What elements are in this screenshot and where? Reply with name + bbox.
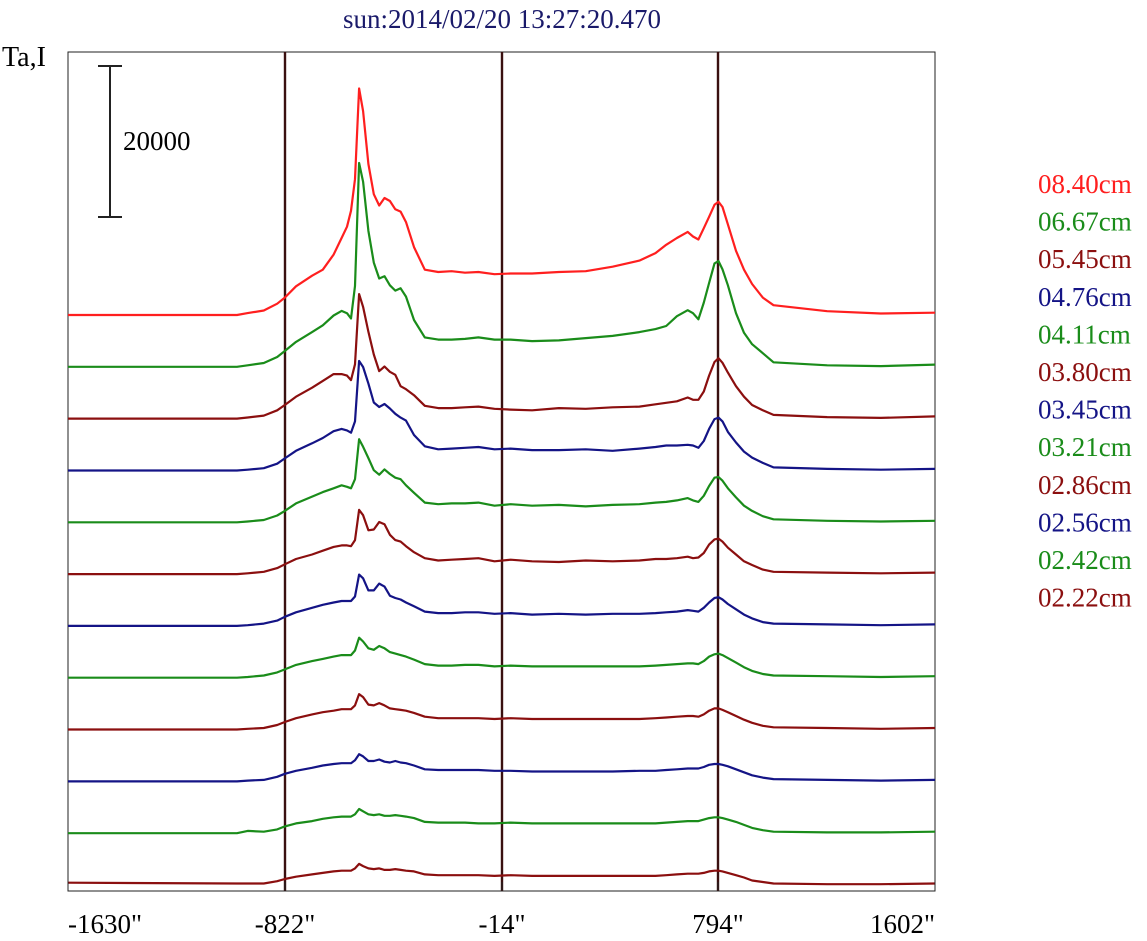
legend-entry: 04.76cm bbox=[1038, 282, 1132, 312]
series-line-08-40cm bbox=[68, 87, 936, 317]
scale-bar-label: 20000 bbox=[123, 126, 191, 156]
scale-bar: 20000 bbox=[98, 65, 191, 218]
series-line-02-22cm bbox=[67, 862, 936, 886]
series-line-06-67cm bbox=[68, 161, 936, 368]
x-tick-label: 794" bbox=[692, 909, 744, 939]
x-ticks: -1630" -822" -14" 794" 1602" bbox=[67, 882, 936, 939]
series-group bbox=[67, 87, 936, 886]
x-tick-label: -822" bbox=[255, 909, 316, 939]
series-line-02-56cm bbox=[68, 753, 936, 783]
series-line-02-42cm bbox=[68, 807, 936, 835]
legend-entry: 08.40cm bbox=[1038, 169, 1132, 199]
legend: 08.40cm 06.67cm 05.45cm 04.76cm 04.11cm 03.80… bbox=[1038, 169, 1132, 613]
series-line-03-45cm bbox=[68, 573, 936, 627]
series-line-04-76cm bbox=[68, 359, 936, 472]
series-line-04-11cm bbox=[68, 438, 936, 524]
vertical-markers bbox=[283, 52, 720, 891]
legend-entry: 04.11cm bbox=[1038, 319, 1131, 349]
series-line-05-45cm bbox=[68, 293, 936, 420]
chart-title: sun:2014/02/20 13:27:20.470 bbox=[343, 4, 661, 34]
legend-entry: 03.45cm bbox=[1038, 395, 1132, 425]
x-tick-label: 1602" bbox=[870, 909, 935, 939]
legend-entry: 02.42cm bbox=[1038, 545, 1132, 575]
x-tick-label: -1630" bbox=[68, 909, 142, 939]
legend-entry: 02.86cm bbox=[1038, 470, 1132, 500]
legend-entry: 02.22cm bbox=[1038, 583, 1132, 613]
legend-entry: 02.56cm bbox=[1038, 507, 1132, 537]
legend-entry: 03.80cm bbox=[1038, 357, 1132, 387]
x-tick-label: -14" bbox=[478, 909, 525, 939]
legend-entry: 06.67cm bbox=[1038, 207, 1132, 237]
series-line-03-80cm bbox=[68, 508, 936, 576]
legend-entry: 05.45cm bbox=[1038, 244, 1132, 274]
y-axis-label: Ta,I bbox=[2, 42, 46, 73]
series-line-03-21cm bbox=[68, 636, 936, 679]
series-line-02-86cm bbox=[68, 693, 936, 731]
legend-entry: 03.21cm bbox=[1038, 432, 1132, 462]
